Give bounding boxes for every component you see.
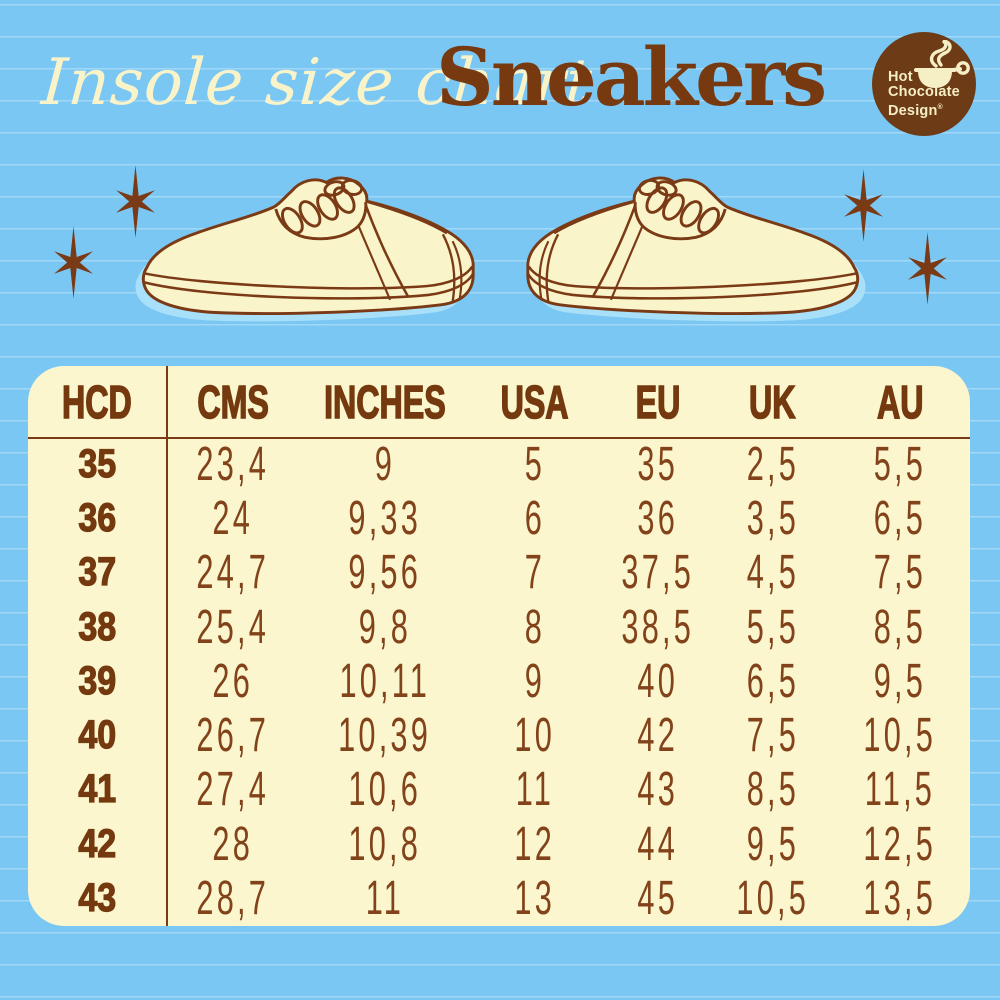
hcd-size-cell: 36 — [78, 495, 117, 540]
size-value-cell: 8,5 — [746, 763, 799, 817]
size-value-cell: 9 — [374, 437, 396, 491]
size-value-cell: 5 — [524, 437, 546, 491]
size-value-cell: 9,5 — [746, 817, 799, 871]
left-sneaker-illustration — [134, 176, 475, 323]
size-value-cell: 12,5 — [863, 817, 937, 871]
registered-mark: ® — [937, 104, 943, 111]
size-value-cell: 10,8 — [348, 817, 422, 871]
size-value-cell: 10,6 — [348, 763, 422, 817]
logo-line-2: Chocolate — [888, 84, 960, 100]
size-value-cell: 3,5 — [746, 491, 799, 545]
page-title: Sneakers — [436, 30, 827, 124]
logo-line-3: Design® — [888, 102, 943, 119]
size-value-cell: 9,5 — [873, 654, 927, 708]
size-value-cell: 6 — [524, 491, 546, 545]
size-value-cell: 28,7 — [196, 872, 270, 926]
size-value-cell: 43 — [637, 763, 678, 817]
logo-line-1: Hot — [888, 69, 913, 85]
size-value-cell: 10,11 — [339, 654, 431, 708]
hcd-size-cell: 42 — [78, 821, 117, 866]
size-value-cell: 37,5 — [621, 546, 694, 600]
size-value-cell: 12 — [514, 817, 556, 871]
size-value-cell: 24 — [212, 491, 254, 545]
size-value-cell: 6,5 — [746, 654, 799, 708]
size-value-cell: 11 — [365, 872, 405, 926]
column-header-eu: EU — [635, 375, 681, 429]
size-value-cell: 9,56 — [348, 546, 422, 600]
size-value-cell: 13 — [514, 872, 556, 926]
column-header-uk: UK — [749, 375, 797, 429]
size-value-cell: 11,5 — [864, 763, 936, 817]
logo-wordmark: Hot Chocolate Design® — [888, 70, 960, 119]
hcd-size-cell: 39 — [78, 658, 117, 703]
size-value-cell: 24,7 — [196, 546, 270, 600]
steaming-cup-icon — [914, 40, 970, 88]
size-value-cell: 27,4 — [196, 763, 270, 817]
size-value-cell: 9 — [524, 654, 546, 708]
size-value-cell: 36 — [637, 491, 678, 545]
hcd-size-cell: 43 — [78, 875, 117, 921]
size-value-cell: 25,4 — [196, 600, 270, 654]
size-value-cell: 8,5 — [873, 600, 927, 654]
size-value-cell: 11 — [515, 763, 555, 817]
size-value-cell: 7,5 — [873, 546, 927, 600]
size-value-cell: 5,5 — [873, 437, 927, 491]
size-value-cell: 35 — [637, 437, 678, 491]
size-value-cell: 44 — [637, 817, 678, 871]
size-value-cell: 10 — [514, 709, 556, 763]
size-value-cell: 7,5 — [746, 709, 799, 763]
size-value-cell: 42 — [637, 709, 678, 763]
hcd-size-cell: 38 — [78, 604, 117, 649]
hcd-size-cell: 35 — [78, 441, 117, 486]
sparkle-star-icon — [54, 226, 93, 299]
column-header-inches: INCHES — [324, 375, 447, 429]
hcd-size-cell: 40 — [78, 712, 117, 758]
size-value-cell: 10,5 — [863, 709, 937, 763]
size-value-cell: 13,5 — [863, 872, 937, 926]
size-table: HCD CMS INCHES USA EU UK AU 35 23,4 9 5 35 2,5 5,5 36 2… — [28, 366, 970, 926]
size-value-cell: 2,5 — [746, 437, 799, 491]
size-value-cell: 10,39 — [338, 709, 432, 763]
size-value-cell: 23,4 — [196, 437, 270, 491]
size-value-cell: 10,5 — [736, 872, 809, 926]
size-value-cell: 5,5 — [746, 600, 799, 654]
size-value-cell: 28 — [212, 817, 254, 871]
sparkle-star-icon — [908, 232, 947, 305]
size-value-cell: 7 — [524, 546, 546, 600]
column-header-au: AU — [876, 375, 924, 429]
column-header-hcd: HCD — [62, 375, 133, 429]
column-header-usa: USA — [500, 375, 569, 429]
size-value-cell: 38,5 — [621, 600, 694, 654]
size-value-cell: 6,5 — [873, 491, 927, 545]
column-header-cms: CMS — [197, 375, 270, 429]
size-value-cell: 8 — [524, 600, 546, 654]
size-value-cell: 26,7 — [196, 709, 270, 763]
size-value-cell: 4,5 — [746, 546, 799, 600]
size-value-cell: 9,8 — [358, 600, 412, 654]
size-value-cell: 9,33 — [348, 491, 422, 545]
hcd-size-cell: 37 — [78, 550, 117, 595]
size-chart-panel: HCD CMS INCHES USA EU UK AU 35 23,4 9 5 35 2,5 5,5 36 2… — [28, 366, 970, 926]
size-value-cell: 40 — [637, 654, 678, 708]
size-value-cell: 45 — [637, 872, 678, 926]
size-value-cell: 26 — [212, 654, 254, 708]
hcd-size-cell: 41 — [78, 767, 117, 812]
script-subtitle: Insole size chart — [39, 46, 595, 120]
hot-chocolate-design-logo: Hot Chocolate Design® — [872, 32, 976, 136]
right-sneaker-illustration — [526, 176, 867, 323]
